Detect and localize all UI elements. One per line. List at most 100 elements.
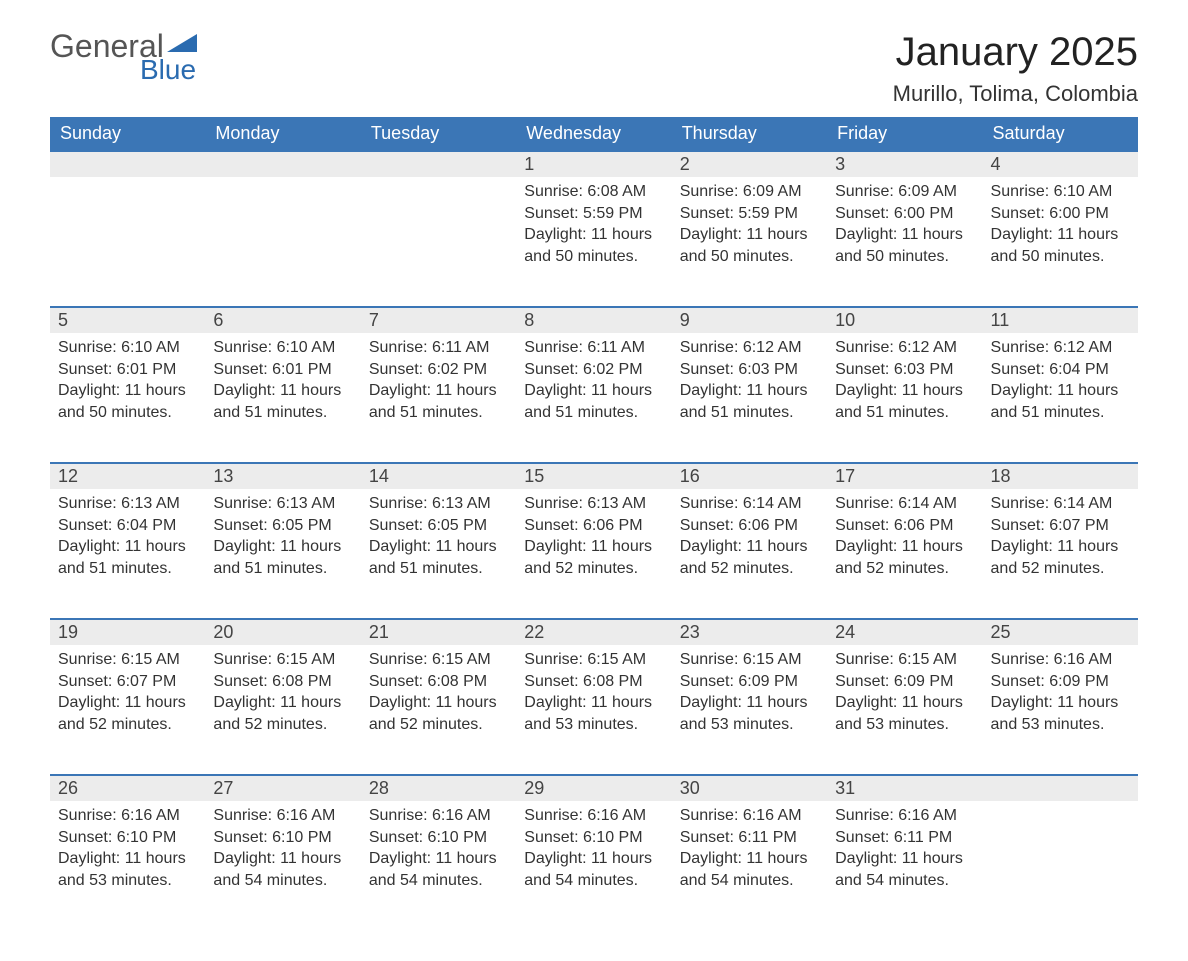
day-cell: Sunrise: 6:15 AMSunset: 6:09 PMDaylight:… bbox=[827, 645, 982, 775]
day-content: Sunrise: 6:15 AMSunset: 6:08 PMDaylight:… bbox=[361, 645, 516, 745]
sunrise-line: Sunrise: 6:09 AM bbox=[680, 181, 819, 203]
daylight-line: Daylight: 11 hours and 50 minutes. bbox=[524, 224, 663, 267]
page-header: General Blue January 2025 Murillo, Tolim… bbox=[50, 30, 1138, 107]
day-cell: Sunrise: 6:15 AMSunset: 6:08 PMDaylight:… bbox=[205, 645, 360, 775]
day-number-cell: 18 bbox=[983, 463, 1138, 489]
sunset-line: Sunset: 6:09 PM bbox=[991, 671, 1130, 693]
daylight-line: Daylight: 11 hours and 54 minutes. bbox=[524, 848, 663, 891]
day-number-cell: 13 bbox=[205, 463, 360, 489]
day-cell: Sunrise: 6:16 AMSunset: 6:11 PMDaylight:… bbox=[827, 801, 982, 931]
day-content: Sunrise: 6:10 AMSunset: 6:00 PMDaylight:… bbox=[983, 177, 1138, 277]
day-number-cell: 4 bbox=[983, 151, 1138, 177]
sunrise-line: Sunrise: 6:10 AM bbox=[991, 181, 1130, 203]
daylight-line: Daylight: 11 hours and 51 minutes. bbox=[524, 380, 663, 423]
day-cell: Sunrise: 6:13 AMSunset: 6:06 PMDaylight:… bbox=[516, 489, 671, 619]
day-number-row: 1234 bbox=[50, 151, 1138, 177]
day-content: Sunrise: 6:12 AMSunset: 6:03 PMDaylight:… bbox=[672, 333, 827, 433]
daylight-line: Daylight: 11 hours and 52 minutes. bbox=[524, 536, 663, 579]
sunrise-line: Sunrise: 6:12 AM bbox=[680, 337, 819, 359]
sunset-line: Sunset: 6:06 PM bbox=[680, 515, 819, 537]
day-content: Sunrise: 6:09 AMSunset: 6:00 PMDaylight:… bbox=[827, 177, 982, 277]
day-number-cell: 10 bbox=[827, 307, 982, 333]
day-number-cell: 15 bbox=[516, 463, 671, 489]
day-cell: Sunrise: 6:13 AMSunset: 6:05 PMDaylight:… bbox=[205, 489, 360, 619]
day-of-week-header: Monday bbox=[205, 117, 360, 151]
day-number-cell: 8 bbox=[516, 307, 671, 333]
sunrise-line: Sunrise: 6:15 AM bbox=[213, 649, 352, 671]
sunset-line: Sunset: 6:00 PM bbox=[835, 203, 974, 225]
day-cell bbox=[50, 177, 205, 307]
month-title: January 2025 bbox=[893, 30, 1138, 75]
sunset-line: Sunset: 6:01 PM bbox=[58, 359, 197, 381]
day-of-week-header: Friday bbox=[827, 117, 982, 151]
sunrise-line: Sunrise: 6:16 AM bbox=[835, 805, 974, 827]
day-content-row: Sunrise: 6:08 AMSunset: 5:59 PMDaylight:… bbox=[50, 177, 1138, 307]
day-number-cell: 29 bbox=[516, 775, 671, 801]
day-cell: Sunrise: 6:10 AMSunset: 6:01 PMDaylight:… bbox=[205, 333, 360, 463]
day-number-cell: 3 bbox=[827, 151, 982, 177]
day-content: Sunrise: 6:14 AMSunset: 6:07 PMDaylight:… bbox=[983, 489, 1138, 589]
sunrise-line: Sunrise: 6:15 AM bbox=[369, 649, 508, 671]
day-number-cell: 2 bbox=[672, 151, 827, 177]
sunrise-line: Sunrise: 6:12 AM bbox=[835, 337, 974, 359]
sunrise-line: Sunrise: 6:16 AM bbox=[58, 805, 197, 827]
day-cell: Sunrise: 6:13 AMSunset: 6:04 PMDaylight:… bbox=[50, 489, 205, 619]
sunrise-line: Sunrise: 6:10 AM bbox=[213, 337, 352, 359]
day-number-cell bbox=[205, 151, 360, 177]
day-content-row: Sunrise: 6:10 AMSunset: 6:01 PMDaylight:… bbox=[50, 333, 1138, 463]
day-cell: Sunrise: 6:11 AMSunset: 6:02 PMDaylight:… bbox=[516, 333, 671, 463]
day-cell: Sunrise: 6:14 AMSunset: 6:06 PMDaylight:… bbox=[827, 489, 982, 619]
daylight-line: Daylight: 11 hours and 52 minutes. bbox=[369, 692, 508, 735]
day-content: Sunrise: 6:16 AMSunset: 6:10 PMDaylight:… bbox=[50, 801, 205, 901]
daylight-line: Daylight: 11 hours and 51 minutes. bbox=[991, 380, 1130, 423]
day-cell: Sunrise: 6:15 AMSunset: 6:09 PMDaylight:… bbox=[672, 645, 827, 775]
day-content-row: Sunrise: 6:15 AMSunset: 6:07 PMDaylight:… bbox=[50, 645, 1138, 775]
day-content: Sunrise: 6:15 AMSunset: 6:08 PMDaylight:… bbox=[516, 645, 671, 745]
day-number-cell bbox=[983, 775, 1138, 801]
sunrise-line: Sunrise: 6:14 AM bbox=[991, 493, 1130, 515]
daylight-line: Daylight: 11 hours and 52 minutes. bbox=[58, 692, 197, 735]
sunrise-line: Sunrise: 6:10 AM bbox=[58, 337, 197, 359]
day-content: Sunrise: 6:16 AMSunset: 6:10 PMDaylight:… bbox=[205, 801, 360, 901]
sunrise-line: Sunrise: 6:13 AM bbox=[58, 493, 197, 515]
day-cell: Sunrise: 6:10 AMSunset: 6:01 PMDaylight:… bbox=[50, 333, 205, 463]
daylight-line: Daylight: 11 hours and 51 minutes. bbox=[680, 380, 819, 423]
day-content: Sunrise: 6:16 AMSunset: 6:10 PMDaylight:… bbox=[361, 801, 516, 901]
sunset-line: Sunset: 6:04 PM bbox=[991, 359, 1130, 381]
day-number-cell: 24 bbox=[827, 619, 982, 645]
sunset-line: Sunset: 6:11 PM bbox=[835, 827, 974, 849]
day-content: Sunrise: 6:08 AMSunset: 5:59 PMDaylight:… bbox=[516, 177, 671, 277]
daylight-line: Daylight: 11 hours and 54 minutes. bbox=[835, 848, 974, 891]
day-content: Sunrise: 6:13 AMSunset: 6:05 PMDaylight:… bbox=[205, 489, 360, 589]
day-content: Sunrise: 6:15 AMSunset: 6:08 PMDaylight:… bbox=[205, 645, 360, 745]
sunrise-line: Sunrise: 6:15 AM bbox=[680, 649, 819, 671]
sunset-line: Sunset: 6:08 PM bbox=[524, 671, 663, 693]
sunset-line: Sunset: 6:02 PM bbox=[524, 359, 663, 381]
day-content: Sunrise: 6:15 AMSunset: 6:09 PMDaylight:… bbox=[827, 645, 982, 745]
day-content: Sunrise: 6:11 AMSunset: 6:02 PMDaylight:… bbox=[516, 333, 671, 433]
sunrise-line: Sunrise: 6:11 AM bbox=[369, 337, 508, 359]
sunset-line: Sunset: 6:08 PM bbox=[369, 671, 508, 693]
calendar-head: SundayMondayTuesdayWednesdayThursdayFrid… bbox=[50, 117, 1138, 151]
day-content: Sunrise: 6:12 AMSunset: 6:04 PMDaylight:… bbox=[983, 333, 1138, 433]
sunrise-line: Sunrise: 6:11 AM bbox=[524, 337, 663, 359]
daylight-line: Daylight: 11 hours and 51 minutes. bbox=[58, 536, 197, 579]
day-cell: Sunrise: 6:12 AMSunset: 6:04 PMDaylight:… bbox=[983, 333, 1138, 463]
day-number-cell: 1 bbox=[516, 151, 671, 177]
day-content: Sunrise: 6:13 AMSunset: 6:06 PMDaylight:… bbox=[516, 489, 671, 589]
day-cell: Sunrise: 6:09 AMSunset: 6:00 PMDaylight:… bbox=[827, 177, 982, 307]
day-number-cell: 5 bbox=[50, 307, 205, 333]
sunrise-line: Sunrise: 6:16 AM bbox=[680, 805, 819, 827]
calendar-table: SundayMondayTuesdayWednesdayThursdayFrid… bbox=[50, 117, 1138, 931]
day-content: Sunrise: 6:11 AMSunset: 6:02 PMDaylight:… bbox=[361, 333, 516, 433]
day-cell: Sunrise: 6:13 AMSunset: 6:05 PMDaylight:… bbox=[361, 489, 516, 619]
day-cell: Sunrise: 6:08 AMSunset: 5:59 PMDaylight:… bbox=[516, 177, 671, 307]
daylight-line: Daylight: 11 hours and 50 minutes. bbox=[835, 224, 974, 267]
day-number-cell: 22 bbox=[516, 619, 671, 645]
sunset-line: Sunset: 6:05 PM bbox=[213, 515, 352, 537]
day-content: Sunrise: 6:16 AMSunset: 6:10 PMDaylight:… bbox=[516, 801, 671, 901]
day-content: Sunrise: 6:10 AMSunset: 6:01 PMDaylight:… bbox=[205, 333, 360, 433]
daylight-line: Daylight: 11 hours and 52 minutes. bbox=[213, 692, 352, 735]
daylight-line: Daylight: 11 hours and 50 minutes. bbox=[991, 224, 1130, 267]
day-number-cell: 16 bbox=[672, 463, 827, 489]
